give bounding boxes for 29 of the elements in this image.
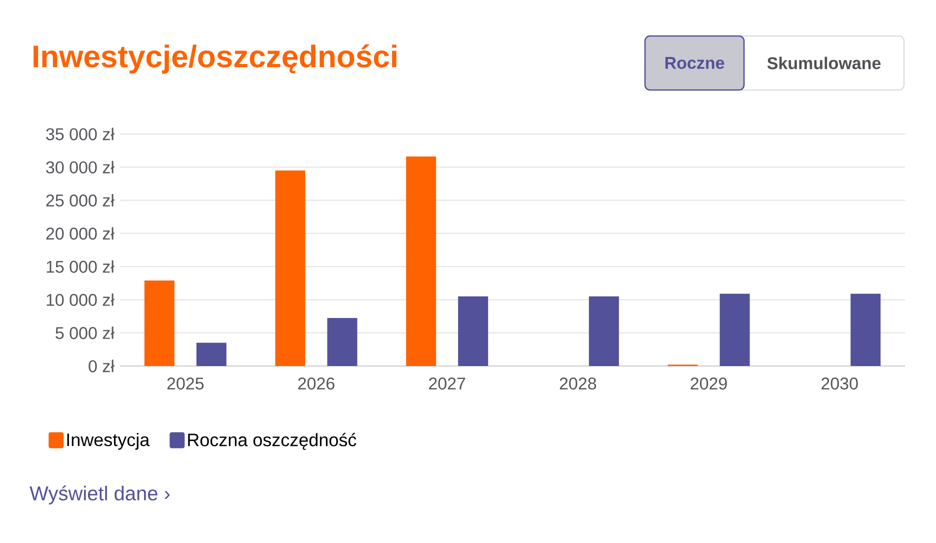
x-tick-label: 2030	[822, 378, 858, 390]
legend-label: Roczna oszczędność	[188, 432, 356, 450]
y-tick-label: 35 000 zł	[46, 128, 114, 140]
bar	[144, 280, 174, 366]
bar	[720, 294, 750, 366]
bar	[458, 296, 488, 366]
y-tick-label: 10 000 zł	[46, 293, 114, 306]
chart-title: Inwestycje/oszczędności	[34, 44, 396, 74]
bar	[406, 156, 436, 366]
x-tick-label: 2029	[690, 378, 727, 390]
y-tick-label: 25 000 zł	[46, 194, 114, 207]
x-tick-label: 2027	[429, 378, 466, 390]
y-tick-label: 0 zł	[88, 360, 114, 372]
bar	[850, 294, 881, 366]
bar	[327, 318, 358, 366]
bar	[588, 296, 619, 366]
y-tick-label: 5 000 zł	[56, 326, 114, 340]
x-tick-label: 2028	[560, 378, 596, 390]
x-tick-label: 2026	[298, 378, 334, 390]
y-tick-label: 20 000 zł	[46, 227, 114, 240]
text: Roczne	[665, 57, 724, 69]
text: Skumulowane	[767, 56, 881, 70]
bar	[196, 342, 226, 366]
text: Wyświetl dane ›	[30, 486, 170, 504]
x-tick-label: 2025	[167, 378, 204, 390]
legend-label: Inwestycja	[67, 432, 150, 450]
bar	[275, 170, 306, 366]
y-tick-label: 15 000 zł	[46, 260, 114, 273]
y-tick-label: 30 000 zł	[46, 160, 114, 174]
